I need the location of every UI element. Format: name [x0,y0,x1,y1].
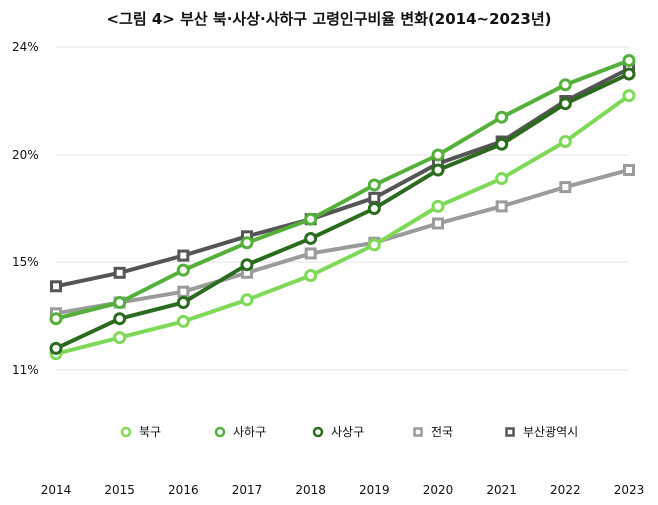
series-1 [49,89,636,361]
data-point [304,247,317,260]
legend-label: 북구 [139,425,161,439]
data-point [559,181,572,194]
x-tick-label: 2023 [614,483,645,497]
data-point [176,296,190,309]
y-tick-label: 24% [12,40,39,54]
data-point [622,67,636,81]
data-point [495,172,509,186]
series-line [55,66,630,289]
data-point [49,341,63,355]
data-point [240,293,254,307]
data-point [495,137,509,151]
legend-label: 사하구 [233,425,266,439]
data-point [113,312,127,326]
series-group [49,54,636,361]
data-point [240,258,254,272]
data-point [495,110,509,124]
data-point [623,163,635,176]
x-tick-label: 2016 [168,483,199,497]
y-tick-label: 11% [12,363,39,377]
x-tick-label: 2022 [550,483,581,497]
data-point [177,285,190,298]
legend: 북구 사하구 사상구 전국 부산광역시 [120,425,578,439]
data-point [432,217,444,230]
legend-marker [214,426,226,438]
legend-item: 사상구 [312,425,364,439]
data-point [367,238,381,252]
y-tick-label: 15% [12,255,39,269]
data-point [177,249,190,262]
data-point [558,135,572,148]
legend-label: 전국 [431,425,453,439]
data-point [558,97,572,111]
x-tick-label: 2020 [423,483,454,497]
data-point [304,231,318,245]
series-2 [49,54,636,326]
legend-label: 부산광역시 [523,425,578,439]
data-point [240,236,254,250]
data-point [431,199,445,213]
data-point [176,263,190,277]
legend-item: 전국 [413,425,453,439]
data-point [113,296,127,309]
y-tick-label: 20% [12,148,39,162]
x-tick-label: 2018 [295,483,326,497]
x-tick-label: 2019 [359,483,390,497]
data-point [622,89,636,103]
data-point [622,54,636,67]
legend-marker [120,426,132,438]
legend-item: 사하구 [214,425,266,439]
data-point [367,202,381,215]
data-point [431,163,445,177]
x-axis-ticks: 2014 2015 2016 2017 2018 2019 2020 2021 2022 2023 [41,483,645,497]
data-point [368,191,381,204]
chart-title: <그림 4> 부산 북·사상·사하구 고령인구비율 변화(2014~2023년) [106,10,551,28]
data-point [558,78,572,92]
legend-item: 북구 [120,425,161,439]
series-line [55,93,631,356]
data-point [49,312,63,326]
legend-label: 사상구 [331,425,364,439]
series-3 [49,67,636,355]
x-tick-label: 2014 [41,483,72,497]
data-point [304,212,318,226]
legend-marker [505,427,515,437]
data-point [176,314,190,328]
y-axis-ticks: 24% 20% 15% 11% [12,40,39,377]
legend-marker [413,427,423,437]
legend-marker [312,426,324,438]
series-line [55,58,630,321]
data-point [304,269,318,282]
data-point [495,200,508,213]
data-point [367,178,381,192]
data-point [431,148,445,162]
series-line [55,168,630,316]
x-tick-label: 2021 [486,483,517,497]
data-point [113,266,126,279]
legend-item: 부산광역시 [505,425,578,439]
data-point [50,280,62,293]
x-tick-label: 2017 [232,483,263,497]
series-line [55,72,630,351]
x-tick-label: 2015 [104,483,135,497]
series-5 [50,62,635,293]
data-point [113,331,127,345]
